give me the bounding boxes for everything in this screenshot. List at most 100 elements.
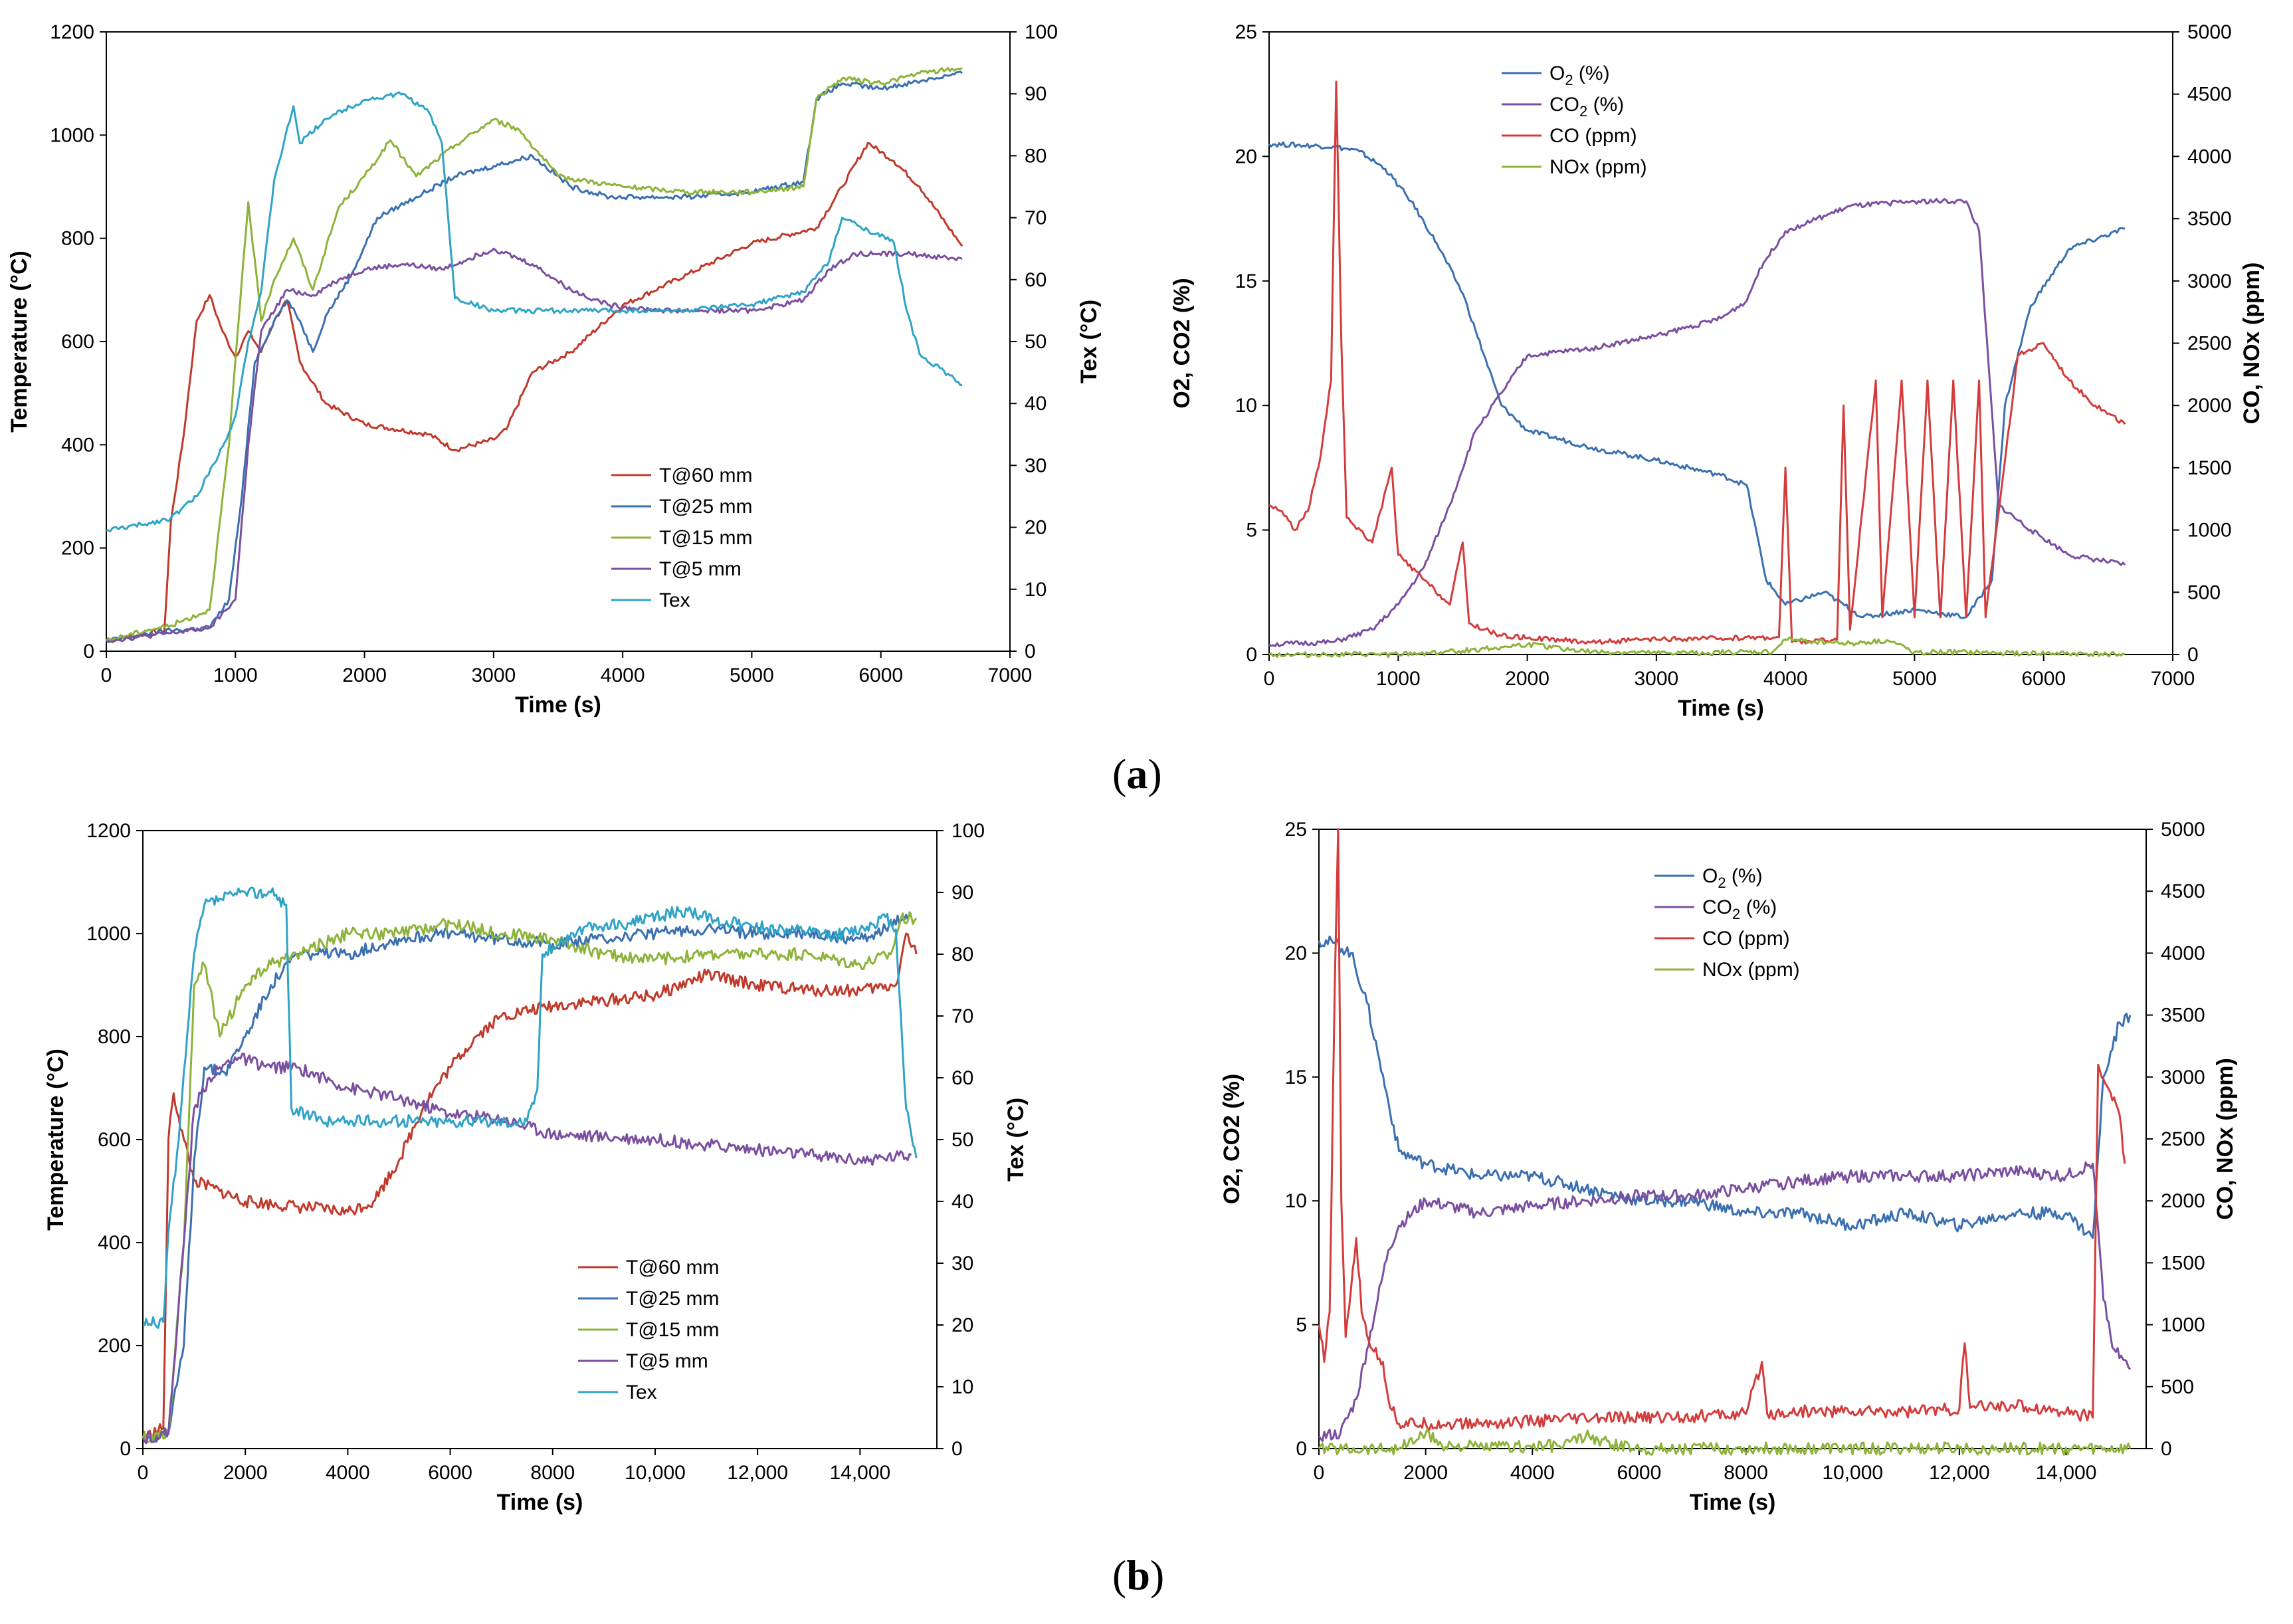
series-line-t15 — [142, 911, 918, 1443]
y2-tick-label: 2000 — [2187, 395, 2232, 417]
series-line-nox — [1268, 636, 2126, 659]
y2-tick-label: 2000 — [2161, 1190, 2205, 1212]
y2-tick-label: 3500 — [2161, 1005, 2205, 1027]
y2-tick-label: 80 — [951, 944, 973, 965]
y2-tick-label: 2500 — [2161, 1128, 2205, 1150]
legend-label-t5: T@5 mm — [626, 1350, 708, 1372]
y-tick-label: 5 — [1296, 1314, 1307, 1336]
series-line-t60 — [142, 932, 918, 1441]
series-line-t25 — [142, 912, 912, 1443]
x-axis-label: Time (s) — [1678, 696, 1764, 721]
x-tick-label: 0 — [1314, 1462, 1325, 1484]
series-line-o2 — [1268, 141, 2126, 619]
x-tick-label: 3000 — [471, 664, 516, 686]
y-tick-label: 1200 — [50, 21, 94, 43]
y-tick-label: 20 — [1285, 942, 1307, 964]
series-line-co2 — [1268, 198, 2126, 648]
y-axis-label: O2, CO2 (%) — [1219, 1074, 1245, 1204]
legend-label-o2: O2 (%) — [1549, 62, 1610, 88]
y2-tick-label: 40 — [1025, 393, 1047, 415]
y-tick-label: 0 — [1246, 644, 1257, 666]
y2-tick-label: 40 — [951, 1191, 973, 1213]
y2-tick-label: 1500 — [2161, 1252, 2205, 1274]
y2-tick-label: 3000 — [2187, 270, 2232, 292]
x-tick-label: 6000 — [1617, 1462, 1662, 1484]
y2-tick-label: 80 — [1025, 145, 1047, 167]
x-tick-label: 2000 — [342, 664, 387, 686]
y2-tick-label: 0 — [1025, 641, 1036, 662]
legend-label-co: CO (ppm) — [1549, 125, 1637, 147]
y-tick-label: 200 — [98, 1335, 131, 1357]
x-tick-label: 0 — [1264, 668, 1275, 690]
y2-tick-label: 100 — [951, 820, 985, 842]
series-line-tex — [142, 886, 918, 1329]
y2-axis-label: CO, NOx (ppm) — [2239, 262, 2264, 425]
y2-tick-label: 4000 — [2187, 146, 2232, 167]
x-axis-label: Time (s) — [1690, 1490, 1776, 1515]
x-tick-label: 4000 — [601, 664, 645, 686]
legend-label-co2: CO2 (%) — [1702, 896, 1777, 922]
y-tick-label: 25 — [1285, 819, 1307, 841]
y-tick-label: 0 — [120, 1438, 131, 1460]
y2-tick-label: 30 — [1025, 455, 1047, 476]
y2-tick-label: 3000 — [2161, 1066, 2205, 1088]
legend-label-t5: T@5 mm — [659, 558, 742, 580]
chart-b-gas: 0 2000 4000 6000 8000 10,000 12,000 14,000 0 5 10 1… — [1219, 819, 2238, 1515]
x-tick-label: 14,000 — [829, 1462, 890, 1484]
y2-tick-label: 4500 — [2187, 84, 2232, 106]
y2-tick-label: 1000 — [2187, 520, 2232, 542]
y-tick-label: 1200 — [86, 820, 131, 842]
y2-tick-label: 50 — [1025, 331, 1047, 353]
y2-tick-label: 0 — [2187, 644, 2199, 666]
y2-tick-label: 90 — [951, 882, 973, 904]
x-tick-label: 5000 — [1892, 668, 1937, 690]
y-tick-label: 400 — [61, 434, 94, 456]
legend-label-t60: T@60 mm — [659, 464, 752, 486]
x-tick-label: 2000 — [1403, 1462, 1448, 1484]
x-tick-label: 1000 — [213, 664, 258, 686]
y2-tick-label: 60 — [1025, 269, 1047, 291]
y-tick-label: 10 — [1235, 395, 1257, 417]
y-tick-label: 400 — [98, 1232, 131, 1254]
legend-label-t15: T@15 mm — [626, 1319, 719, 1341]
x-tick-label: 8000 — [1724, 1462, 1768, 1484]
legend-label-t25: T@25 mm — [659, 496, 752, 518]
x-tick-label: 10,000 — [625, 1462, 686, 1484]
legend-label-t60: T@60 mm — [626, 1257, 719, 1278]
y-axis-label: Temperature (°C) — [43, 1049, 68, 1231]
x-tick-label: 1000 — [1376, 668, 1421, 690]
y-tick-label: 600 — [61, 331, 94, 353]
chart-b-temperature: 0 2000 4000 6000 8000 10,000 12,000 14,00002004… — [43, 820, 1029, 1515]
panel-label-a: (a) — [1112, 750, 1162, 797]
x-tick-label: 2000 — [1505, 668, 1549, 690]
y2-axis-label: Tex (°C) — [1003, 1098, 1029, 1181]
y-tick-label: 0 — [83, 641, 94, 662]
y2-tick-label: 2500 — [2187, 333, 2232, 355]
chart-a-temperature: 0 1000 2000 3000 4000 5000 6000 700002004006008… — [7, 21, 1102, 718]
x-tick-label: 5000 — [730, 664, 774, 686]
panel-label-b: (b) — [1112, 1552, 1165, 1599]
y2-tick-label: 500 — [2187, 581, 2221, 603]
x-tick-label: 12,000 — [727, 1462, 788, 1484]
y-tick-label: 5 — [1246, 520, 1257, 542]
legend-label-t15: T@15 mm — [659, 527, 752, 549]
chart-a-gas: 0 1000 2000 3000 4000 5000 6000 700005101520250… — [1169, 21, 2264, 721]
y-tick-label: 10 — [1285, 1190, 1307, 1212]
y2-tick-label: 500 — [2161, 1376, 2194, 1398]
legend-label-nox: NOx (ppm) — [1549, 156, 1647, 178]
legend-label-tex: Tex — [659, 589, 690, 611]
y2-tick-label: 20 — [1025, 517, 1047, 539]
legend-label-co2: CO2 (%) — [1549, 94, 1624, 120]
y-tick-label: 1000 — [50, 124, 94, 146]
series-line-t60 — [106, 142, 963, 643]
y-tick-label: 1000 — [86, 923, 131, 945]
series-line-co — [1268, 80, 2126, 645]
x-tick-label: 6000 — [858, 664, 903, 686]
y2-tick-label: 50 — [951, 1129, 973, 1151]
y2-tick-label: 5000 — [2187, 21, 2232, 43]
y-tick-label: 15 — [1235, 270, 1257, 292]
y-tick-label: 20 — [1235, 146, 1257, 167]
y2-tick-label: 30 — [951, 1253, 973, 1274]
x-tick-label: 4000 — [326, 1462, 370, 1484]
